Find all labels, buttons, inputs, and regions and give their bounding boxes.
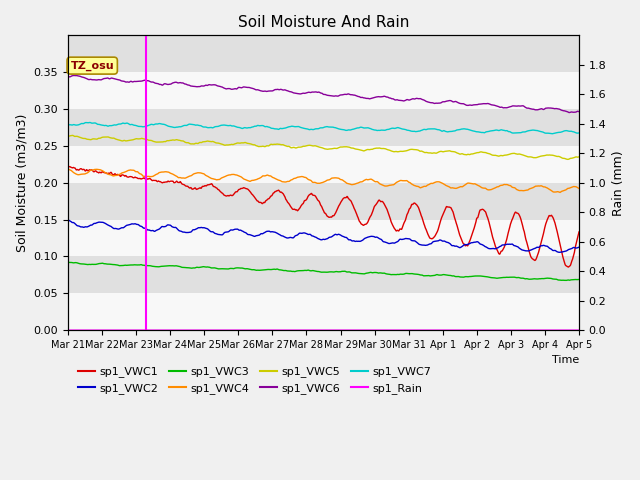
Bar bbox=[68, 183, 579, 219]
Bar bbox=[68, 72, 579, 109]
Y-axis label: Rain (mm): Rain (mm) bbox=[612, 150, 625, 216]
Legend: sp1_VWC1, sp1_VWC2, sp1_VWC3, sp1_VWC4, sp1_VWC5, sp1_VWC6, sp1_VWC7, sp1_Rain: sp1_VWC1, sp1_VWC2, sp1_VWC3, sp1_VWC4, … bbox=[74, 362, 436, 398]
Y-axis label: Soil Moisture (m3/m3): Soil Moisture (m3/m3) bbox=[15, 114, 28, 252]
Title: Soil Moisture And Rain: Soil Moisture And Rain bbox=[238, 15, 409, 30]
X-axis label: Time: Time bbox=[552, 355, 579, 365]
Bar bbox=[68, 146, 579, 183]
Bar bbox=[68, 109, 579, 146]
Bar bbox=[68, 36, 579, 72]
Text: TZ_osu: TZ_osu bbox=[70, 60, 114, 71]
Bar bbox=[68, 293, 579, 330]
Bar bbox=[68, 219, 579, 256]
Bar bbox=[68, 256, 579, 293]
